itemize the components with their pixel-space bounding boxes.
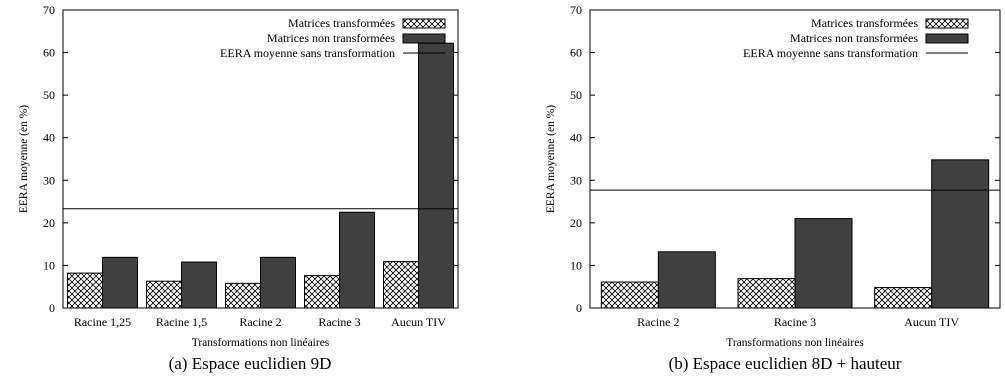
x-tick-label: Racine 1,25 — [74, 315, 131, 329]
y-tick-label: 50 — [570, 88, 582, 102]
x-axis-label: Transformations non linéaires — [192, 337, 330, 349]
y-tick-label: 40 — [43, 131, 55, 145]
y-tick-label: 30 — [43, 173, 55, 187]
bar-non-transformed — [931, 159, 990, 309]
x-tick-label: Aucun TIV — [904, 315, 959, 329]
bar-non-transformed — [260, 256, 296, 309]
x-tick-label: Racine 2 — [637, 315, 679, 329]
bar-transformed — [146, 280, 182, 309]
chart-b: 0 10 20 30 40 50 60 70 EERA moyenne (en %) Racine… — [545, 3, 1001, 373]
legend-label-reference: EERA moyenne sans transformation — [743, 46, 918, 60]
y-tick-label: 20 — [43, 216, 55, 230]
bar-transformed — [600, 281, 659, 309]
y-tick-label: 10 — [43, 258, 55, 272]
y-axis-label: EERA moyenne (en %) — [545, 105, 557, 213]
bar-non-transformed — [794, 218, 853, 309]
legend-swatch-non-transformed — [925, 33, 969, 44]
bar-non-transformed — [339, 211, 375, 309]
bar-non-transformed — [181, 261, 217, 309]
legend-label-transformed: Matrices transformées — [288, 16, 395, 30]
bar-non-transformed — [418, 42, 454, 309]
y-tick-label: 0 — [576, 301, 582, 315]
legend-swatch-transformed — [402, 18, 446, 29]
bar-transformed — [225, 282, 261, 309]
y-tick-label: 70 — [570, 3, 582, 17]
y-axis-label: EERA moyenne (en %) — [18, 105, 30, 213]
y-tick-label: 10 — [570, 258, 582, 272]
x-tick-label: Aucun TIV — [391, 315, 446, 329]
y-tick-label: 70 — [43, 3, 55, 17]
y-tick-label: 60 — [570, 46, 582, 60]
legend-label-transformed: Matrices transformées — [811, 16, 918, 30]
bar-non-transformed — [657, 251, 716, 309]
bar-transformed — [67, 272, 103, 309]
y-tick-label: 60 — [43, 46, 55, 60]
y-tick-label: 40 — [570, 131, 582, 145]
chart-a: 0 10 20 30 40 50 60 70 EERA moyenne (en %) Racine… — [18, 3, 459, 373]
x-tick-label: Racine 2 — [239, 315, 281, 329]
x-tick-label: Racine 1,5 — [156, 315, 207, 329]
legend-swatch-transformed — [925, 18, 969, 29]
legend-label-non-transformed: Matrices non transformées — [267, 31, 395, 45]
bar-transformed — [874, 287, 933, 309]
legend-swatch-non-transformed — [402, 33, 446, 44]
x-axis-label: Transformations non linéaires — [726, 337, 864, 349]
chart-caption: (b) Espace euclidien 8D + hauteur — [669, 354, 902, 373]
legend-label-non-transformed: Matrices non transformées — [790, 31, 918, 45]
legend-label-reference: EERA moyenne sans transformation — [220, 46, 395, 60]
bar-transformed — [383, 261, 419, 309]
x-tick-label: Racine 3 — [318, 315, 360, 329]
y-tick-label: 20 — [570, 216, 582, 230]
y-tick-label: 30 — [570, 173, 582, 187]
y-tick-label: 50 — [43, 88, 55, 102]
bar-transformed — [737, 278, 796, 309]
x-tick-label: Racine 3 — [774, 315, 816, 329]
bar-non-transformed — [102, 256, 138, 309]
y-tick-label: 0 — [49, 301, 55, 315]
bar-transformed — [304, 275, 340, 309]
chart-caption: (a) Espace euclidien 9D — [169, 354, 332, 373]
